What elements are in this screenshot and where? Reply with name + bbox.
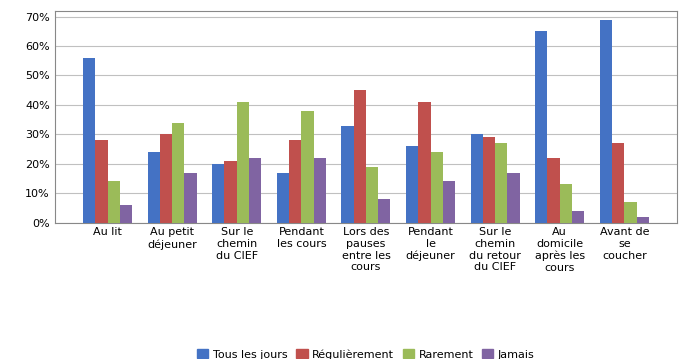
Bar [249,158,261,223]
Bar [560,184,572,223]
Bar [612,143,624,223]
Bar [341,126,354,223]
Bar [289,140,302,223]
Bar [443,181,455,223]
Bar [302,111,314,223]
Bar [508,173,520,223]
Bar [535,31,547,223]
Bar [572,211,584,223]
Bar [378,199,391,223]
Bar [366,167,378,223]
Bar [160,134,172,223]
Bar [314,158,326,223]
Bar [471,134,483,223]
Bar [624,202,637,223]
Bar [107,181,120,223]
Bar [354,90,366,223]
Bar [277,173,289,223]
Bar [418,102,430,223]
Bar [495,143,508,223]
Bar [637,217,649,223]
Bar [172,122,185,223]
Bar [83,58,95,223]
Bar [237,102,249,223]
Bar [185,173,197,223]
Bar [212,164,224,223]
Bar [120,205,132,223]
Bar [95,140,107,223]
Bar [483,137,495,223]
Bar [406,146,418,223]
Bar [600,20,612,223]
Bar [547,158,560,223]
Bar [224,161,237,223]
Legend: Tous les jours, Régulièrement, Rarement, Jamais: Tous les jours, Régulièrement, Rarement,… [193,345,539,359]
Bar [148,152,160,223]
Bar [430,152,443,223]
